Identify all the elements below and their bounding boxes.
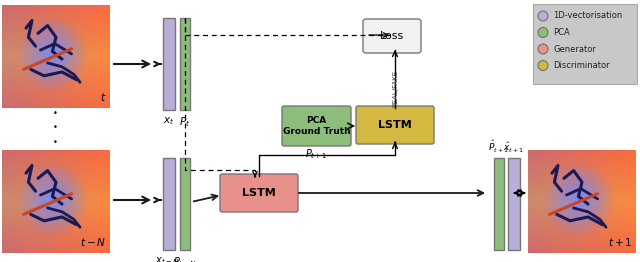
- Bar: [533, 4, 637, 84]
- Text: $P_{t-N}$: $P_{t-N}$: [173, 255, 197, 262]
- Text: 1D-vectorisation: 1D-vectorisation: [553, 12, 622, 20]
- Circle shape: [538, 28, 548, 37]
- Text: PCA
Ground Truth: PCA Ground Truth: [283, 116, 350, 136]
- FancyBboxPatch shape: [282, 106, 351, 146]
- Text: Loss: Loss: [380, 31, 404, 41]
- Bar: [508, 158, 520, 250]
- Bar: [163, 18, 175, 110]
- Bar: [163, 158, 175, 250]
- Circle shape: [538, 11, 548, 21]
- FancyBboxPatch shape: [363, 19, 421, 53]
- Text: $P_{t+1}$: $P_{t+1}$: [305, 147, 328, 161]
- Text: $t + 1$: $t + 1$: [608, 236, 632, 248]
- Text: $\hat{x}_{t+1}$: $\hat{x}_{t+1}$: [503, 141, 525, 155]
- FancyBboxPatch shape: [220, 174, 298, 212]
- Text: $x_{t-N}$: $x_{t-N}$: [155, 255, 179, 262]
- Text: $t - N$: $t - N$: [80, 236, 106, 248]
- Bar: [180, 158, 190, 250]
- Text: REAL/FAKE: REAL/FAKE: [392, 69, 398, 107]
- Text: $P_t$: $P_t$: [179, 115, 191, 129]
- Text: PCA: PCA: [553, 28, 570, 37]
- Bar: [180, 18, 190, 110]
- FancyBboxPatch shape: [356, 106, 434, 144]
- Text: $\hat{P}_{t+1}$: $\hat{P}_{t+1}$: [488, 139, 509, 155]
- Bar: [494, 158, 504, 250]
- Circle shape: [538, 61, 548, 70]
- Text: $x_t$: $x_t$: [163, 115, 175, 127]
- Text: LSTM: LSTM: [378, 120, 412, 130]
- Circle shape: [538, 44, 548, 54]
- Text: Discriminator: Discriminator: [553, 61, 610, 70]
- Text: LSTM: LSTM: [242, 188, 276, 198]
- Text: Generator: Generator: [553, 45, 596, 53]
- Text: •
•
•: • • •: [52, 109, 58, 147]
- Text: $t$: $t$: [100, 91, 106, 103]
